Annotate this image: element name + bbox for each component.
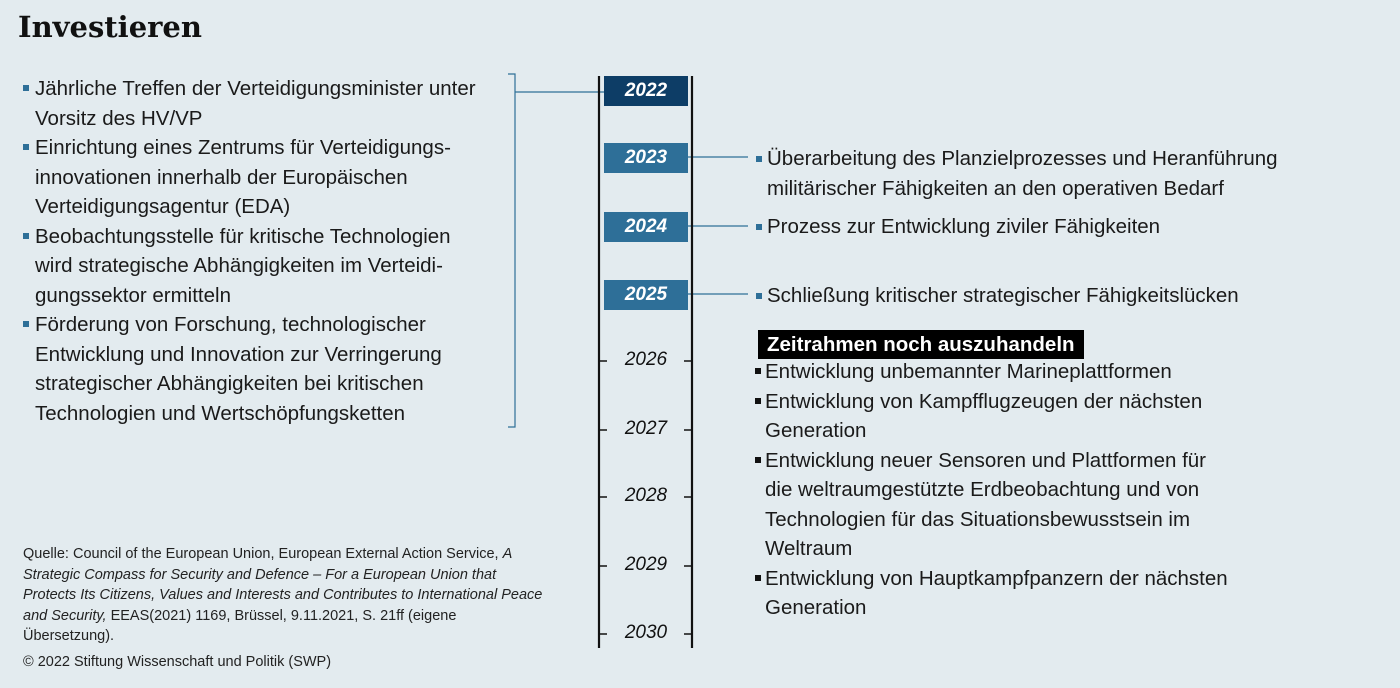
list-item: Beobachtungsstelle für kritische Technol… — [20, 222, 490, 311]
bullet-icon — [23, 144, 29, 150]
year-label-2029: 2029 — [624, 554, 668, 575]
year-label: 2022 — [624, 80, 668, 101]
list-item: Entwicklung unbemannter Marineplattforme… — [752, 357, 1232, 387]
left-list: Jährliche Treffen der Verteidigungsminis… — [20, 74, 490, 428]
list-item-text: Entwicklung von Kampfflugzeugen der näch… — [765, 389, 1203, 443]
list-item: Entwicklung von Kampfflugzeugen der näch… — [752, 387, 1232, 446]
bullet-icon — [755, 574, 761, 581]
bullet-icon — [23, 85, 29, 91]
year-label-2030: 2030 — [624, 622, 668, 643]
tbd-heading: Zeitrahmen noch auszuhandeln — [758, 330, 1084, 359]
list-item-text: Förderung von Forschung, technologischer… — [35, 313, 442, 425]
bullet-icon — [755, 368, 761, 374]
list-item: Jährliche Treffen der Verteidigungsminis… — [20, 74, 490, 133]
year-label-2027: 2027 — [624, 418, 668, 439]
left-bracket — [508, 73, 516, 428]
tbd-list: Entwicklung unbemannter Marineplattforme… — [752, 357, 1232, 623]
bullet-icon — [755, 456, 761, 463]
list-item: Entwicklung neuer Sensoren und Plattform… — [752, 446, 1232, 564]
bullet-icon — [23, 321, 29, 327]
bullet-icon — [756, 224, 762, 230]
source-suffix: EEAS(2021) 1169, Brüssel, 9.11.2021, S. … — [23, 607, 457, 645]
right-item-text: Schließung kritischer strategischer Fähi… — [767, 284, 1239, 307]
copyright: © 2022 Stiftung Wissenschaft und Politik… — [23, 654, 332, 670]
source-note: Quelle: Council of the European Union, E… — [23, 544, 543, 647]
year-label: 2024 — [624, 216, 668, 237]
list-item: Förderung von Forschung, technologischer… — [20, 310, 490, 428]
bullet-icon — [23, 232, 29, 239]
source-title: A Strategic Compass for Security and Def… — [23, 546, 543, 624]
list-item-text: Jährliche Treffen der Verteidigungsminis… — [35, 77, 476, 130]
year-box-2022: 2022 — [604, 76, 688, 106]
right-item-text: Überarbeitung des Planzielprozesses und … — [767, 147, 1278, 200]
list-item-text: Entwicklung unbemannter Marineplattforme… — [765, 360, 1172, 383]
year-box-2024: 2024 — [604, 212, 688, 242]
bullet-icon — [756, 156, 762, 162]
right-item-text: Prozess zur Entwicklung ziviler Fähigkei… — [767, 215, 1161, 238]
year-label: 2025 — [624, 284, 668, 305]
list-item-text: Entwicklung von Hauptkampfpanzern der nä… — [765, 566, 1228, 620]
source-prefix: Quelle: Council of the European Union, E… — [23, 546, 499, 562]
right-item-2023: Überarbeitung des Planzielprozesses und … — [754, 144, 1354, 203]
list-item: Einrichtung eines Zentrums für Verteidig… — [20, 133, 490, 222]
year-box-2023: 2023 — [604, 143, 688, 173]
bullet-icon — [755, 397, 761, 404]
right-item-2025: Schließung kritischer strategischer Fähi… — [754, 281, 1354, 311]
year-label-2028: 2028 — [624, 485, 668, 506]
list-item-text: Entwicklung neuer Sensoren und Plattform… — [765, 448, 1207, 561]
right-item-2024: Prozess zur Entwicklung ziviler Fähigkei… — [754, 212, 1354, 242]
list-item-text: Einrichtung eines Zentrums für Verteidig… — [35, 136, 451, 218]
list-item: Entwicklung von Hauptkampfpanzern der nä… — [752, 564, 1232, 623]
year-label-2026: 2026 — [624, 349, 668, 370]
year-box-2025: 2025 — [604, 280, 688, 310]
list-item-text: Beobachtungsstelle für kritische Technol… — [35, 224, 451, 307]
year-label: 2023 — [624, 147, 668, 168]
bullet-icon — [756, 293, 762, 299]
page-title: Investieren — [18, 10, 202, 44]
